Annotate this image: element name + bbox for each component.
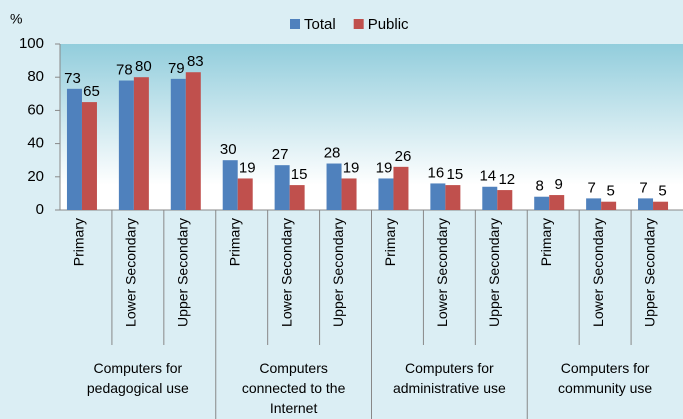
x-tick-label: Upper Secondary <box>174 218 190 327</box>
value-label: 5 <box>658 183 666 200</box>
bar <box>222 160 238 210</box>
value-label: 8 <box>536 178 544 195</box>
bar <box>534 196 550 210</box>
bar <box>482 186 498 210</box>
y-tick-label: 0 <box>36 201 44 218</box>
x-tick-label: Upper Secondary <box>486 218 502 327</box>
bar <box>289 185 305 210</box>
bar <box>378 178 394 210</box>
bar <box>430 183 446 210</box>
bar <box>118 80 134 211</box>
bar <box>274 165 290 210</box>
x-tick-label: Lower Secondary <box>434 218 450 327</box>
plot-area <box>60 44 683 210</box>
value-label: 28 <box>324 144 341 161</box>
value-label: 27 <box>272 146 289 163</box>
y-tick-label: 20 <box>27 168 44 185</box>
value-label: 15 <box>447 166 464 183</box>
bar <box>497 190 513 210</box>
y-tick-label: 60 <box>27 101 44 118</box>
bar <box>653 201 669 210</box>
bar <box>638 198 654 210</box>
legend-swatch <box>353 19 364 29</box>
bar <box>170 78 186 210</box>
legend-swatch <box>290 19 300 29</box>
y-tick-label: 40 <box>27 135 44 152</box>
y-axis-label: % <box>10 11 22 27</box>
group-label: Computers for administrative use <box>392 360 506 396</box>
legend-label: Public <box>368 16 409 33</box>
x-tick-label: Upper Secondary <box>330 218 346 327</box>
bar <box>326 163 342 210</box>
bar <box>66 88 82 210</box>
value-label: 14 <box>479 168 496 185</box>
value-label: 12 <box>498 171 515 188</box>
value-label: 16 <box>428 164 445 181</box>
bar <box>237 178 253 210</box>
bar <box>185 72 201 210</box>
value-label: 78 <box>116 61 133 78</box>
x-tick-label: Lower Secondary <box>590 218 606 327</box>
group-label: Computers for community use <box>558 360 653 396</box>
value-label: 73 <box>64 70 81 87</box>
x-tick-label: Lower Secondary <box>278 218 294 327</box>
group-label: Computers connected to the Internet <box>241 360 346 416</box>
value-label: 5 <box>606 183 614 200</box>
bar <box>549 195 565 210</box>
bar <box>586 198 602 210</box>
x-tick-label: Primary <box>382 218 398 266</box>
value-label: 30 <box>220 141 237 158</box>
bar <box>133 77 149 210</box>
bar <box>393 166 409 210</box>
value-label: 19 <box>239 159 256 176</box>
value-label: 7 <box>587 179 595 196</box>
bar <box>341 178 357 210</box>
x-tick-label: Primary <box>538 218 554 266</box>
value-label: 19 <box>343 159 360 176</box>
x-tick-label: Primary <box>71 218 87 266</box>
value-label: 19 <box>376 159 393 176</box>
x-tick-label: Primary <box>226 218 242 266</box>
bar <box>601 201 617 210</box>
value-label: 65 <box>83 83 100 100</box>
y-tick-label: 100 <box>19 35 44 52</box>
value-label: 15 <box>291 166 308 183</box>
value-label: 80 <box>135 58 152 75</box>
value-label: 83 <box>187 53 204 70</box>
value-label: 9 <box>555 176 563 193</box>
group-label: Computers for pedagogical use <box>86 360 189 396</box>
y-tick-label: 80 <box>27 68 44 85</box>
legend-label: Total <box>304 16 336 33</box>
value-label: 26 <box>395 148 412 165</box>
x-tick-label: Lower Secondary <box>123 218 139 327</box>
value-label: 79 <box>168 60 185 77</box>
bar <box>445 185 461 210</box>
x-tick-label: Upper Secondary <box>642 218 658 327</box>
bar <box>81 102 97 210</box>
value-label: 7 <box>639 179 647 196</box>
